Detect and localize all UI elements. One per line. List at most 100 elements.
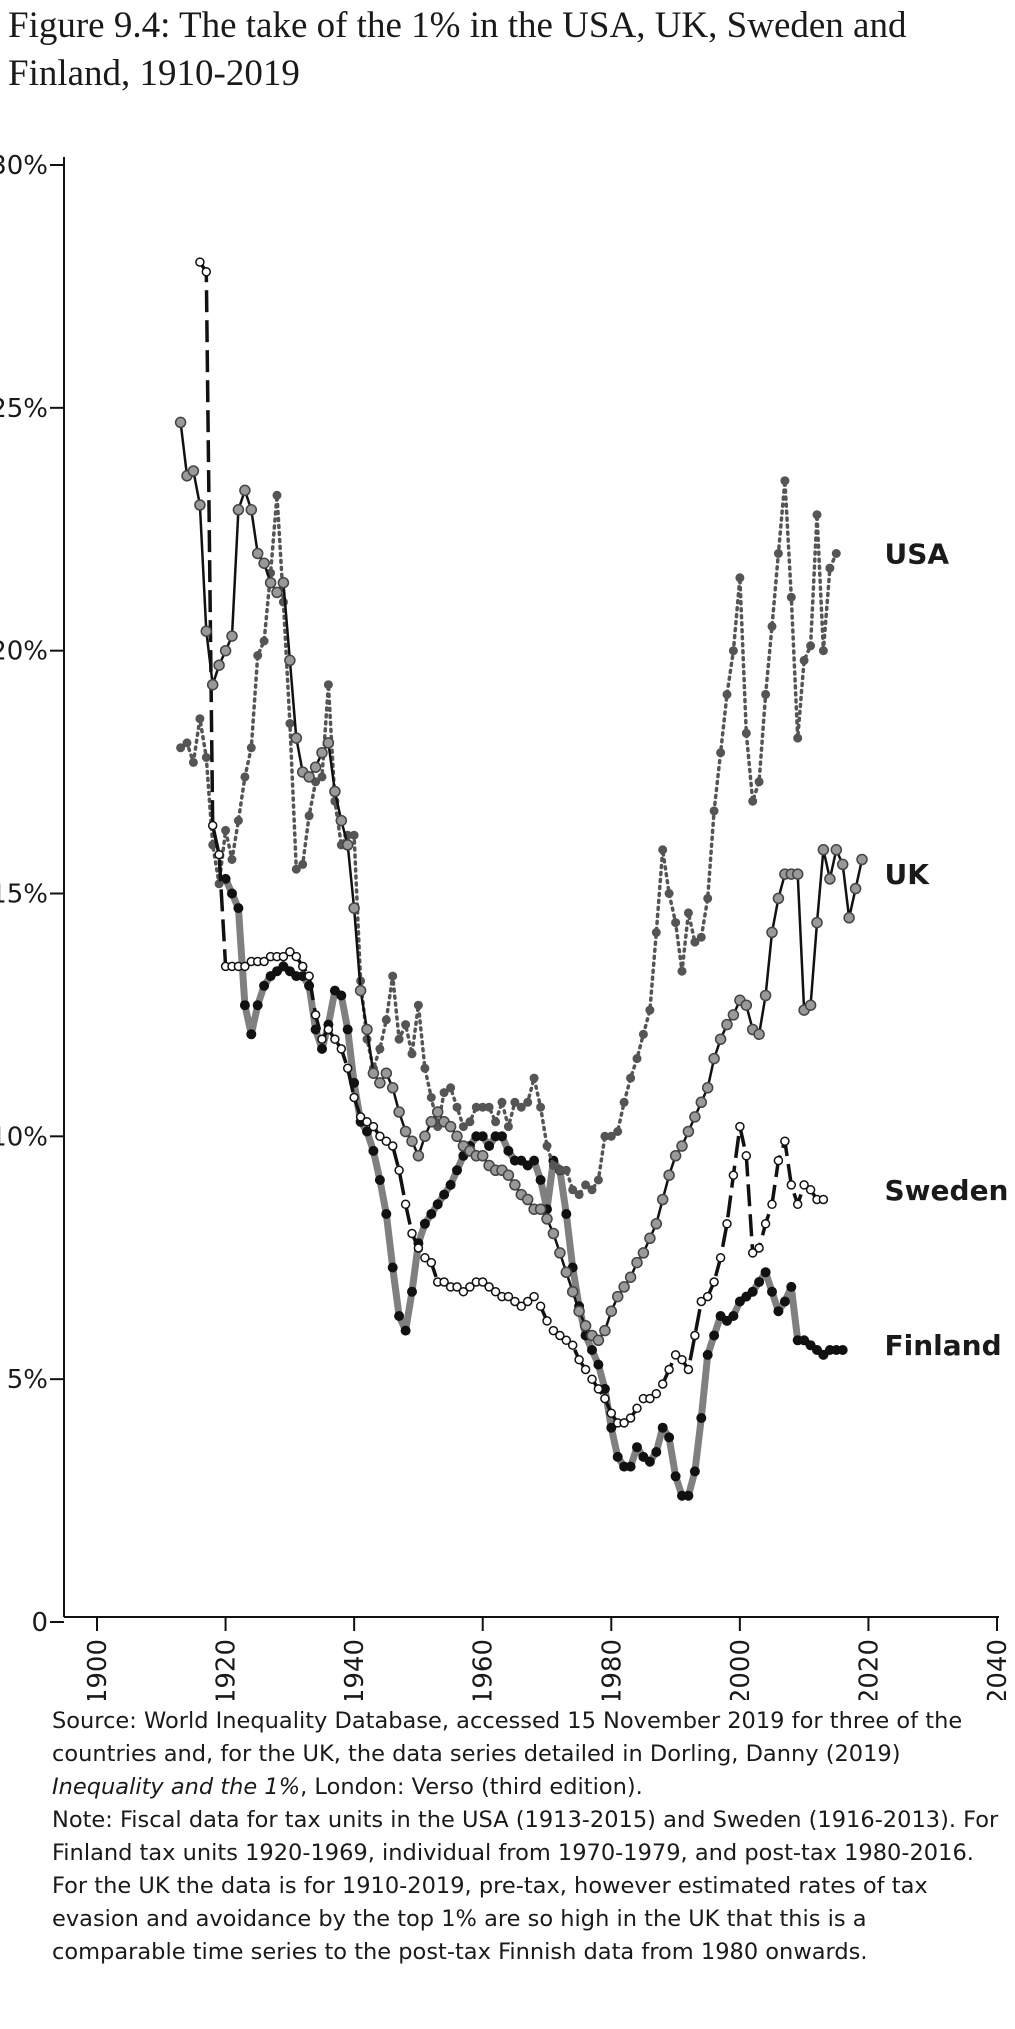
data-point-sweden <box>201 267 212 277</box>
data-point-sweden <box>214 849 224 860</box>
data-point-sweden <box>645 1393 655 1404</box>
data-point-uk <box>341 839 354 851</box>
data-point-finland <box>374 1175 385 1185</box>
data-point-usa <box>201 753 211 762</box>
data-point-uk <box>502 1169 515 1181</box>
data-point-finland <box>754 1277 765 1287</box>
data-point-usa <box>786 592 796 602</box>
data-point-finland <box>477 1131 488 1142</box>
data-point-usa <box>285 719 295 728</box>
data-point-finland <box>709 1330 720 1341</box>
data-point-usa <box>658 845 668 855</box>
data-point-uk <box>695 1096 708 1109</box>
data-point-uk <box>811 916 823 929</box>
data-point-sweden <box>702 1291 713 1302</box>
data-point-usa <box>484 1102 494 1112</box>
data-point-finland <box>362 1126 372 1137</box>
data-point-usa <box>581 1180 591 1190</box>
data-point-uk <box>849 882 862 895</box>
series-label-uk: UK <box>885 858 931 891</box>
data-point-usa <box>388 971 398 981</box>
data-point-uk <box>219 644 232 657</box>
data-point-uk <box>605 1305 618 1317</box>
data-point-sweden <box>503 1291 514 1302</box>
data-point-finland <box>407 1286 417 1297</box>
data-point-uk <box>759 989 772 1002</box>
data-point-uk <box>753 1028 765 1041</box>
data-point-sweden <box>722 1219 732 1229</box>
y-tick-label: 10% <box>0 1122 48 1152</box>
data-point-sweden <box>278 951 289 962</box>
data-point-sweden <box>342 1063 353 1074</box>
data-point-sweden <box>606 1408 617 1418</box>
data-point-sweden <box>381 1136 392 1146</box>
data-point-usa <box>195 714 205 724</box>
data-point-finland <box>683 1490 694 1501</box>
data-point-sweden <box>741 1151 752 1161</box>
series-usa <box>176 476 841 1200</box>
data-point-uk <box>830 844 843 856</box>
data-point-usa <box>291 864 301 874</box>
y-tick-label: 30% <box>0 151 48 181</box>
data-point-finland <box>317 1043 327 1054</box>
data-point-finland <box>767 1286 777 1297</box>
data-point-uk <box>714 1033 727 1045</box>
data-point-usa <box>799 655 809 665</box>
data-point-usa <box>754 777 764 787</box>
data-point-finland <box>664 1432 675 1443</box>
data-point-uk <box>239 484 251 497</box>
y-tick-label: 5% <box>7 1365 48 1395</box>
data-point-sweden <box>670 1350 681 1360</box>
data-point-usa <box>780 476 790 486</box>
data-point-sweden <box>291 951 302 962</box>
data-point-uk <box>547 1227 560 1240</box>
data-point-finland <box>773 1306 784 1317</box>
data-point-finland <box>702 1349 713 1360</box>
data-point-uk <box>611 1290 624 1303</box>
data-point-uk <box>226 630 238 642</box>
data-point-usa <box>407 1049 417 1059</box>
data-point-finland <box>246 1029 257 1040</box>
data-point-usa <box>394 1034 404 1044</box>
data-point-uk <box>631 1256 643 1269</box>
data-point-usa <box>773 549 783 558</box>
data-point-sweden <box>452 1282 462 1292</box>
data-point-usa <box>401 1020 411 1030</box>
series-finland <box>220 873 848 1501</box>
data-point-uk <box>386 1082 399 1094</box>
data-point-sweden <box>728 1170 739 1180</box>
data-point-finland <box>445 1179 456 1190</box>
data-point-sweden <box>522 1296 533 1307</box>
data-point-usa <box>548 1161 558 1170</box>
data-point-usa <box>626 1073 636 1083</box>
data-point-sweden <box>792 1199 803 1210</box>
data-point-uk <box>573 1305 585 1317</box>
data-point-finland <box>252 1000 263 1011</box>
data-point-finland <box>535 1175 546 1185</box>
data-point-uk <box>399 1125 412 1138</box>
data-point-sweden <box>529 1291 539 1302</box>
data-point-uk <box>322 737 335 749</box>
data-point-sweden <box>510 1296 520 1307</box>
data-point-sweden <box>664 1364 674 1375</box>
data-point-usa <box>767 621 777 631</box>
data-point-usa <box>349 830 359 840</box>
data-point-uk <box>637 1247 650 1259</box>
data-point-sweden <box>484 1282 494 1292</box>
data-point-usa <box>587 1185 597 1195</box>
data-point-uk <box>836 858 849 871</box>
data-point-usa <box>728 646 738 656</box>
series-label-sweden: Sweden <box>885 1174 1009 1207</box>
data-point-usa <box>259 636 269 646</box>
data-point-usa <box>516 1102 526 1112</box>
data-point-sweden <box>317 1034 327 1044</box>
data-point-finland <box>227 888 237 899</box>
data-point-usa <box>510 1097 520 1107</box>
data-point-sweden <box>516 1301 527 1312</box>
data-point-finland <box>644 1456 655 1467</box>
data-point-uk <box>251 547 264 560</box>
data-point-sweden <box>240 961 250 972</box>
data-point-uk <box>194 499 206 511</box>
data-point-finland <box>497 1131 507 1142</box>
data-point-sweden <box>207 820 218 831</box>
